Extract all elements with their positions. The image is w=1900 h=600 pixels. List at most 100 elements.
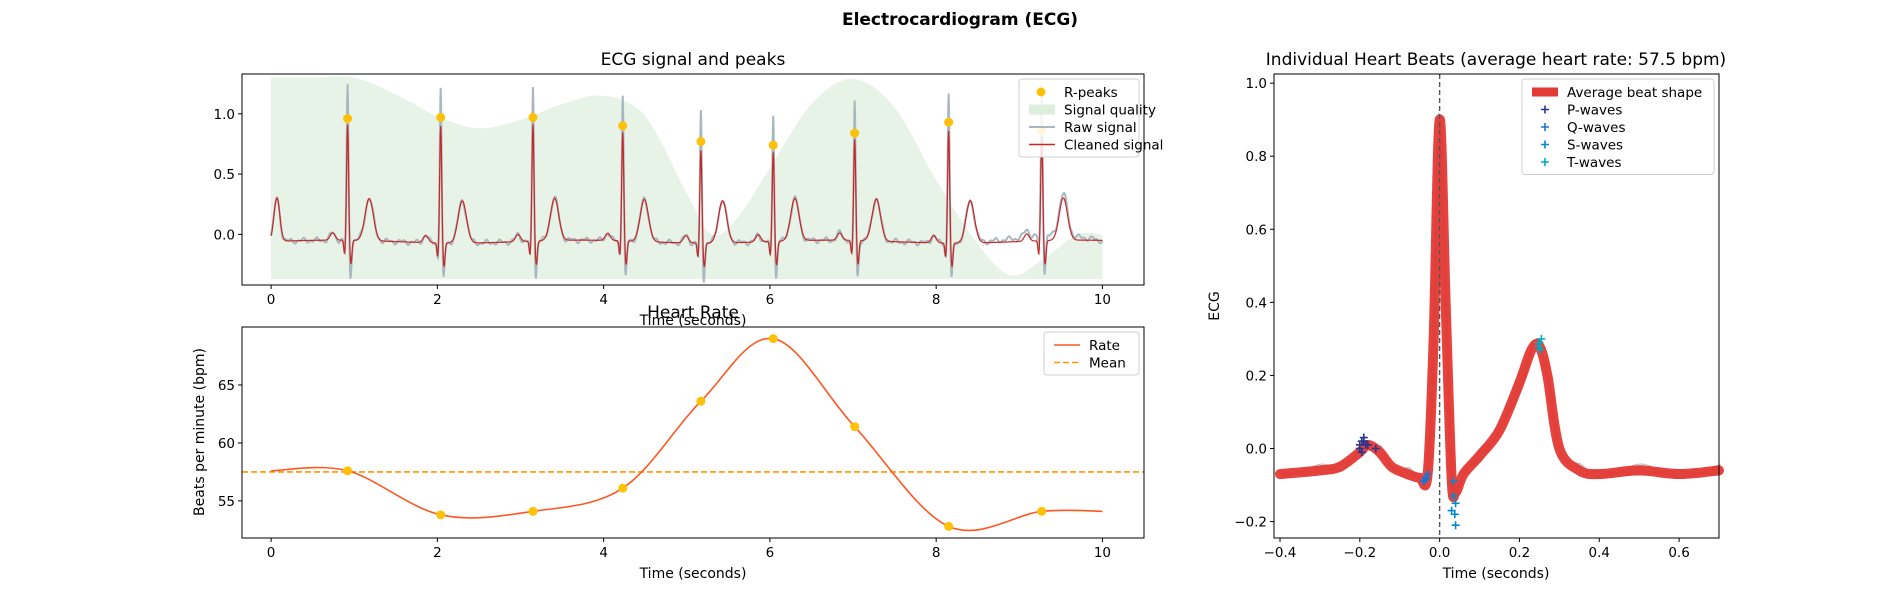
rate-peak-point	[944, 521, 954, 531]
heart-beats-plot-area	[1274, 74, 1724, 538]
rate-peak-point	[436, 510, 446, 520]
beats-legend-entry: Q-waves	[1541, 120, 1626, 136]
y-tick-label: 0.2	[1246, 368, 1267, 384]
x-tick-label: 0.0	[1429, 545, 1450, 561]
r-peak-point	[343, 114, 353, 124]
ecg-legend-entry-label: R-peaks	[1064, 85, 1118, 101]
r-peak-point	[618, 121, 628, 131]
y-tick-label: 1.0	[1246, 76, 1267, 92]
x-tick-label: 10	[1094, 545, 1111, 561]
ecg-signal-plot-area	[270, 76, 1104, 283]
x-tick-label: 6	[766, 292, 775, 308]
p-waves-marker	[1371, 444, 1380, 453]
y-tick-label: 0.4	[1246, 295, 1267, 311]
beats-legend-entry: P-waves	[1541, 103, 1622, 119]
beats-legend-entry-label: P-waves	[1567, 103, 1622, 119]
p-waves-marker	[1363, 440, 1372, 449]
beats-legend-entry-label: S-waves	[1567, 138, 1623, 154]
ecg-legend-box	[1018, 78, 1140, 158]
x-tick-label: 0	[267, 292, 276, 308]
x-tick-label: −0.2	[1343, 545, 1376, 561]
ecg-signal-y-ticks: 0.0 0.5 1.0	[214, 107, 242, 243]
p-waves-marker	[1355, 440, 1364, 449]
rate-legend-entry: Mean	[1054, 356, 1126, 372]
rate-peak-point	[1037, 506, 1047, 516]
heart-beats-title: Individual Heart Beats (average heart ra…	[1266, 50, 1726, 70]
ecg-legend-entry: Signal quality	[1029, 103, 1156, 119]
ecg-legend-entry-label: Cleaned signal	[1064, 138, 1163, 154]
ecg-signal-x-label: Time (seconds)	[639, 313, 747, 329]
legend-signal-quality-swatch	[1029, 104, 1055, 115]
x-tick-label: 4	[599, 545, 608, 561]
individual-beat-line	[1280, 122, 1721, 497]
beats-legend-entry: Average beat shape	[1532, 85, 1702, 101]
y-tick-label: 0.0	[1246, 441, 1267, 457]
heart-beats-x-ticks: −0.4 −0.2 0.0 0.2 0.4 0.6	[1264, 538, 1690, 561]
y-tick-label: 0.6	[1246, 222, 1267, 238]
y-tick-label: 1.0	[214, 107, 235, 123]
heart-rate-y-ticks: 55 60 65	[218, 378, 242, 510]
heart-beats-axes-frame	[1273, 73, 1720, 539]
individual-beat-line	[1280, 120, 1720, 498]
individual-beat-line	[1279, 119, 1720, 498]
y-tick-label: 0.5	[214, 167, 235, 183]
heart-beats-y-label: ECG	[1207, 291, 1223, 320]
y-tick-label: 65	[218, 378, 235, 394]
p-waves-marker	[1357, 448, 1366, 457]
r-peak-point	[528, 112, 538, 122]
y-tick-label: 60	[218, 436, 235, 452]
rate-peak-point	[343, 466, 353, 476]
rate-legend-entry-label: Mean	[1089, 356, 1126, 372]
q-waves-marker	[1419, 477, 1428, 486]
rate-peak-point	[618, 483, 628, 493]
y-tick-label: 55	[218, 494, 235, 510]
t-waves-marker	[1534, 342, 1543, 351]
x-tick-label: 0.4	[1589, 545, 1610, 561]
x-tick-label: 8	[932, 545, 941, 561]
beats-legend-box	[1521, 78, 1715, 175]
legend-q-waves-marker	[1541, 123, 1549, 131]
beats-legend-entry: T-waves	[1541, 155, 1622, 171]
heart-rate-x-label: Time (seconds)	[639, 566, 747, 582]
y-tick-label: 0.8	[1246, 149, 1267, 165]
rate-legend-box	[1043, 331, 1140, 376]
y-tick-label: 0.0	[214, 227, 235, 243]
individual-beat-line	[1281, 126, 1721, 498]
ecg-signal-title: ECG signal and peaks	[601, 50, 786, 70]
ecg-legend-entry-label: Signal quality	[1064, 103, 1156, 119]
r-peak-point	[944, 117, 954, 127]
r-peak-point	[696, 137, 706, 147]
t-waves-marker	[1537, 334, 1546, 343]
x-tick-label: 10	[1094, 292, 1111, 308]
rate-legend-entry: Rate	[1054, 338, 1120, 354]
individual-beat-line	[1281, 124, 1721, 497]
cleaned-signal-line	[270, 124, 1103, 267]
beats-legend-entry-label: T-waves	[1566, 155, 1622, 171]
heart-rate-plot-area	[242, 334, 1144, 532]
rate-peak-point	[850, 422, 860, 432]
rate-line	[271, 337, 1103, 532]
heart-beats-x-label: Time (seconds)	[1442, 566, 1550, 582]
y-tick-label: −0.2	[1234, 515, 1267, 531]
r-peak-point	[768, 140, 778, 150]
rate-peak-point	[768, 334, 778, 344]
s-waves-marker	[1449, 477, 1458, 486]
heart-rate-y-label: Beats per minute (bpm)	[192, 348, 208, 516]
s-waves-marker	[1449, 491, 1458, 500]
beats-legend-entry-label: Q-waves	[1567, 120, 1626, 136]
q-waves-marker	[1423, 470, 1432, 479]
heart-rate-title: Heart Rate	[647, 303, 739, 323]
x-tick-label: 2	[433, 292, 442, 308]
average-beat-line	[1274, 114, 1724, 503]
ecg-legend-entry: R-peaks	[1036, 85, 1118, 101]
r-peak-point	[436, 112, 446, 122]
x-tick-label: 0.2	[1509, 545, 1530, 561]
x-tick-label: 0.6	[1668, 545, 1689, 561]
t-waves-marker	[1536, 345, 1545, 354]
heart-rate-legend: Rate Mean	[1043, 331, 1140, 376]
ecg-signal-x-ticks: 0 2 4 6 8 10	[267, 285, 1111, 308]
ecg-legend-entry: Raw signal	[1029, 120, 1137, 136]
